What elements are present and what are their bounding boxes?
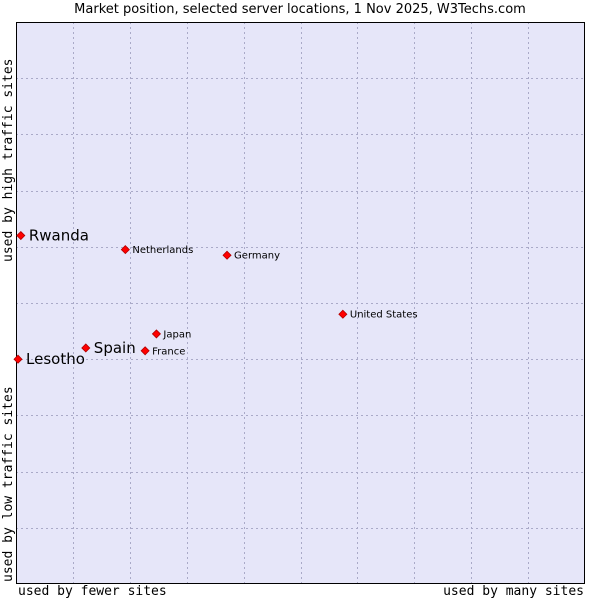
- point-label-united-states: United States: [350, 310, 418, 321]
- point-france: France: [140, 346, 185, 357]
- plot-background: [16, 22, 585, 584]
- point-marker-netherlands: [120, 245, 130, 255]
- point-label-netherlands: Netherlands: [132, 245, 193, 256]
- point-marker-lesotho: [13, 354, 23, 364]
- plot-frame: [16, 22, 585, 584]
- point-marker-rwanda: [16, 230, 26, 241]
- point-label-rwanda: Rwanda: [29, 227, 89, 245]
- point-spain: Spain: [81, 339, 136, 357]
- point-germany: Germany: [222, 250, 280, 262]
- x-axis-high-label: used by many sites: [443, 584, 584, 599]
- point-rwanda: Rwanda: [16, 227, 89, 245]
- point-marker-france: [140, 346, 150, 356]
- chart-title: Market position, selected server locatio…: [74, 2, 526, 17]
- point-netherlands: Netherlands: [120, 245, 193, 256]
- y-axis-low-label: used by low traffic sites: [1, 386, 16, 582]
- point-label-spain: Spain: [94, 339, 136, 357]
- point-label-germany: Germany: [234, 251, 280, 262]
- data-points: Rwanda Netherlands Germany United States Jap…: [13, 227, 418, 368]
- point-japan: Japan: [151, 329, 191, 340]
- grid-lines: [16, 22, 585, 584]
- point-marker-germany: [222, 250, 232, 260]
- point-label-france: France: [152, 346, 185, 357]
- point-united-states: United States: [338, 309, 418, 321]
- point-lesotho: Lesotho: [13, 350, 85, 368]
- point-marker-united-states: [338, 309, 348, 319]
- point-label-lesotho: Lesotho: [26, 350, 85, 368]
- point-label-japan: Japan: [162, 329, 191, 340]
- x-axis-low-label: used by fewer sites: [18, 584, 167, 599]
- point-marker-spain: [81, 343, 91, 353]
- y-axis-high-label: used by high traffic sites: [1, 58, 16, 263]
- point-marker-japan: [151, 329, 161, 339]
